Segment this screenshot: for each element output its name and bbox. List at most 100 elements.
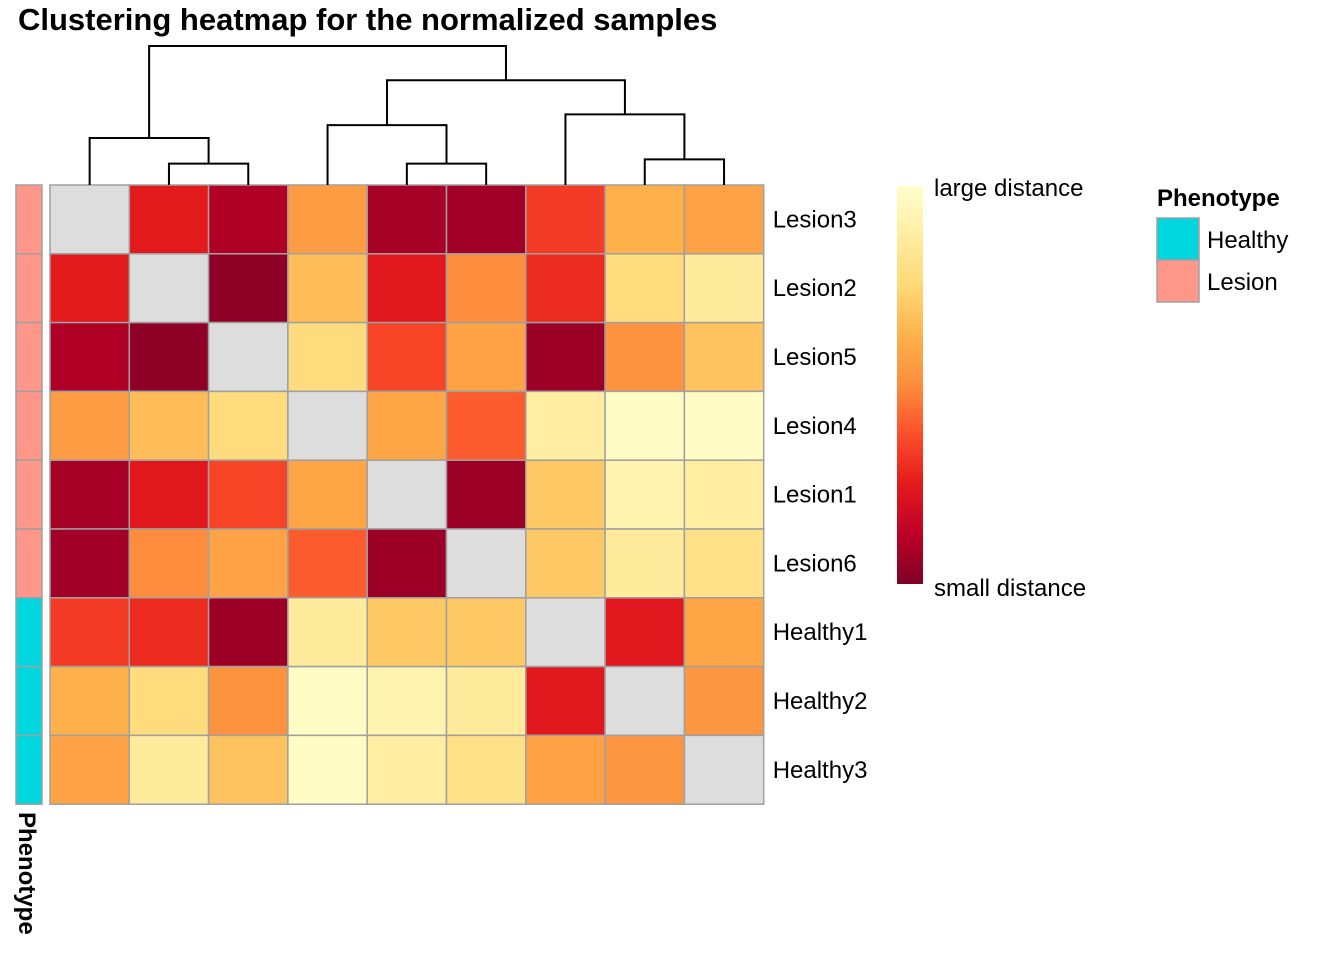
heatmap-cell-Lesion5-Lesion5: [207, 321, 289, 393]
heatmap-cell-Healthy3-Lesion5: [207, 734, 289, 805]
heatmap-cell-Lesion2-Lesion3: [49, 253, 131, 324]
row-label-Healthy3: Healthy3: [773, 757, 868, 784]
heatmap-cell-Healthy3-Healthy1: [525, 734, 606, 805]
heatmap-cell-Lesion1-Lesion5: [207, 459, 289, 530]
heatmap-cell-Lesion3-Healthy3: [683, 184, 765, 255]
heatmap-cell-Lesion6-Healthy3: [683, 528, 765, 599]
phenotype-cell-Lesion3: [15, 184, 43, 255]
heatmap-cell-Healthy2-Lesion3: [49, 665, 131, 737]
dendrogram-branch-5: [564, 113, 686, 185]
heatmap-cell-Healthy3-Lesion1: [366, 734, 448, 805]
dendrogram-branch-1: [405, 162, 488, 185]
heatmap-cell-Lesion6-Lesion3: [49, 528, 131, 599]
heatmap-cell-Healthy3-Lesion6: [445, 734, 527, 805]
colorbar: [897, 186, 923, 584]
heatmap-cell-Lesion5-Healthy1: [525, 321, 606, 393]
heatmap-cell-Lesion6-Lesion6: [445, 528, 527, 599]
heatmap-cell-Lesion4-Lesion2: [128, 390, 210, 461]
heatmap-cell-Healthy2-Healthy2: [604, 665, 686, 737]
heatmap-cell-Lesion2-Lesion6: [445, 253, 527, 324]
heatmap-cell-Lesion5-Lesion3: [49, 321, 131, 393]
heatmap-cell-Lesion6-Lesion2: [128, 528, 210, 599]
heatmap-cell-Lesion5-Healthy2: [604, 321, 686, 393]
heatmap-cell-Lesion6-Lesion5: [207, 528, 289, 599]
row-label-Healthy2: Healthy2: [773, 688, 868, 715]
heatmap-cell-Lesion2-Lesion5: [207, 253, 289, 324]
legend-swatch-healthy: [1156, 217, 1200, 261]
heatmap-cell-Healthy1-Lesion1: [366, 597, 448, 668]
heatmap-cell-Lesion2-Lesion2: [128, 253, 210, 324]
heatmap-cell-Lesion5-Lesion2: [128, 321, 210, 393]
heatmap-cell-Healthy2-Lesion1: [366, 665, 448, 737]
heatmap-cell-Lesion2-Lesion4: [287, 253, 368, 324]
heatmap-cell-Lesion4-Lesion3: [49, 390, 131, 461]
row-label-Lesion3: Lesion3: [773, 206, 857, 233]
row-label-Lesion2: Lesion2: [773, 275, 857, 302]
heatmap-cell-Healthy2-Healthy1: [525, 665, 606, 737]
colorbar-max-label: large distance: [934, 175, 1083, 202]
heatmap-cell-Lesion5-Lesion1: [366, 321, 448, 393]
legend-label-lesion: Lesion: [1207, 269, 1278, 296]
heatmap-cell-Lesion4-Lesion5: [207, 390, 289, 461]
phenotype-cell-Healthy2: [15, 665, 43, 737]
heatmap-cell-Lesion1-Healthy1: [525, 459, 606, 530]
heatmap-cell-Healthy1-Lesion3: [49, 597, 131, 668]
heatmap-cell-Healthy3-Lesion3: [49, 734, 131, 805]
dendrogram-branch-3: [88, 136, 210, 185]
heatmap-cell-Lesion3-Lesion3: [49, 184, 131, 255]
heatmap-cell-Lesion1-Lesion1: [366, 459, 448, 530]
dendrogram-branch-7: [148, 45, 507, 138]
heatmap-cell-Lesion4-Lesion4: [287, 390, 368, 461]
heatmap-cell-Lesion2-Healthy3: [683, 253, 765, 324]
row-label-Healthy1: Healthy1: [773, 619, 868, 646]
heatmap-cell-Lesion3-Lesion6: [445, 184, 527, 255]
heatmap-cell-Healthy3-Lesion2: [128, 734, 210, 805]
heatmap-cell-Lesion5-Lesion4: [287, 321, 368, 393]
heatmap-cell-Lesion4-Lesion6: [445, 390, 527, 461]
heatmap-cell-Healthy3-Healthy2: [604, 734, 686, 805]
heatmap-cell-Lesion1-Lesion6: [445, 459, 527, 530]
colorbar-min-label: small distance: [934, 575, 1086, 602]
chart-title: Clustering heatmap for the normalized sa…: [18, 2, 718, 37]
heatmap-cell-Lesion5-Lesion6: [445, 321, 527, 393]
heatmap-cell-Healthy2-Healthy3: [683, 665, 765, 737]
heatmap-cell-Lesion3-Lesion1: [366, 184, 448, 255]
heatmap-cell-Healthy3-Lesion4: [287, 734, 368, 805]
heatmap-cell-Healthy1-Lesion6: [445, 597, 527, 668]
heatmap-cell-Healthy1-Lesion5: [207, 597, 289, 668]
heatmap-cell-Lesion4-Healthy2: [604, 390, 686, 461]
phenotype-cell-Lesion6: [15, 528, 43, 599]
heatmap-cell-Healthy2-Lesion2: [128, 665, 210, 737]
dendrogram-branch-6: [386, 79, 626, 126]
legend-title: Phenotype: [1157, 185, 1280, 212]
dendrogram-branch-2: [643, 158, 726, 185]
row-label-Lesion6: Lesion6: [773, 550, 857, 577]
heatmap-cell-Lesion1-Lesion4: [287, 459, 368, 530]
row-label-Lesion5: Lesion5: [773, 344, 857, 371]
heatmap-cell-Lesion3-Lesion5: [207, 184, 289, 255]
heatmap-cell-Lesion5-Healthy3: [683, 321, 765, 393]
row-label-Lesion4: Lesion4: [773, 413, 857, 440]
heatmap-cell-Lesion6-Healthy2: [604, 528, 686, 599]
heatmap-cell-Lesion2-Lesion1: [366, 253, 448, 324]
phenotype-cell-Lesion5: [15, 321, 43, 393]
heatmap-cell-Healthy1-Healthy2: [604, 597, 686, 668]
legend-swatch-lesion: [1156, 259, 1200, 303]
phenotype-cell-Lesion4: [15, 390, 43, 461]
heatmap-cell-Lesion1-Healthy3: [683, 459, 765, 530]
dendrogram-branch-0: [167, 162, 250, 185]
phenotype-cell-Healthy1: [15, 597, 43, 668]
heatmap-cell-Lesion4-Healthy1: [525, 390, 606, 461]
phenotype-cell-Healthy3: [15, 734, 43, 805]
heatmap-cell-Lesion3-Healthy1: [525, 184, 606, 255]
phenotype-cell-Lesion2: [15, 253, 43, 324]
heatmap-cell-Healthy1-Lesion2: [128, 597, 210, 668]
dendrogram-branch-4: [326, 124, 448, 185]
heatmap-cell-Lesion4-Healthy3: [683, 390, 765, 461]
heatmap-cell-Lesion1-Healthy2: [604, 459, 686, 530]
phenotype-axis-label: Phenotype: [13, 812, 40, 935]
heatmap-cell-Lesion6-Lesion4: [287, 528, 368, 599]
heatmap-cell-Lesion6-Lesion1: [366, 528, 448, 599]
heatmap-cell-Healthy3-Healthy3: [683, 734, 765, 805]
